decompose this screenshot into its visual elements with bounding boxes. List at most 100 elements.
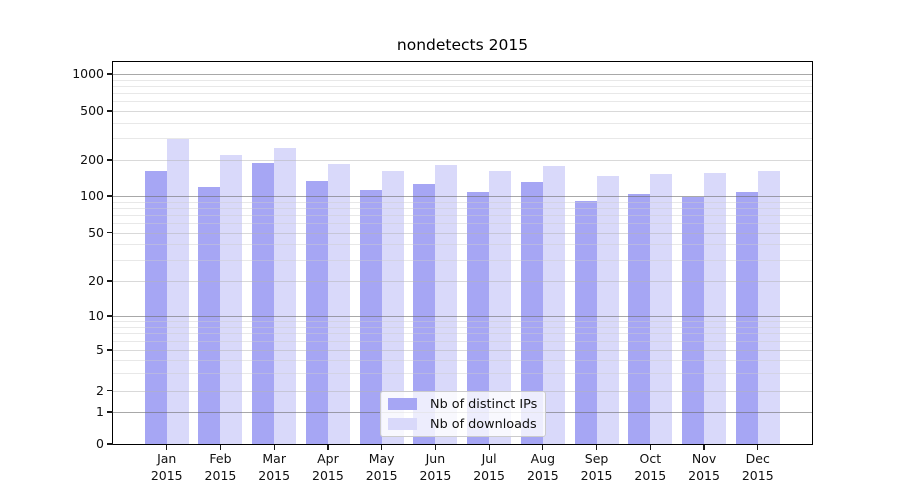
- x-tick-mark-jan: [166, 445, 168, 451]
- chart-title: nondetects 2015: [396, 36, 529, 54]
- y-tick-mark-2: [106, 389, 113, 392]
- gridline-6: [113, 341, 812, 343]
- gridline-90: [113, 201, 812, 203]
- bar-downloads-oct: [650, 174, 673, 444]
- x-tick-label-mar: Mar 2015: [258, 451, 291, 483]
- y-tick-label-500: 500: [80, 103, 104, 118]
- gridline-100: [113, 196, 812, 197]
- gridline-1000: [113, 74, 812, 75]
- bar-distinct-ips-mar: [252, 162, 275, 444]
- bar-distinct-ips-jan: [144, 171, 167, 444]
- y-tick-mark-5: [106, 349, 113, 351]
- x-tick-mark-jun: [434, 445, 436, 451]
- legend-item-downloads: Nb of downloads: [388, 417, 545, 432]
- y-tick-label-20: 20: [88, 273, 104, 288]
- bar-downloads-nov: [704, 173, 727, 444]
- gridline-4: [113, 359, 812, 361]
- bar-downloads-mar: [274, 147, 297, 444]
- y-tick-label-50: 50: [88, 224, 104, 240]
- x-tick-label-may: May 2015: [365, 451, 398, 483]
- x-tick-label-jul: Jul 2015: [473, 451, 506, 483]
- gridline-10: [113, 316, 812, 317]
- bar-distinct-ips-dec: [735, 192, 758, 444]
- y-tick-label-1: 1: [96, 404, 104, 419]
- legend-label-downloads: Nb of downloads: [430, 416, 537, 432]
- bar-downloads-dec: [757, 171, 780, 444]
- gridline-900: [113, 79, 812, 81]
- bar-distinct-ips-feb: [198, 186, 221, 444]
- bar-distinct-ips-aug: [520, 182, 543, 444]
- x-tick-mark-dec: [757, 445, 759, 451]
- y-tick-label-10: 10: [88, 308, 104, 323]
- bar-distinct-ips-sep: [574, 200, 597, 444]
- y-tick-mark-10: [106, 315, 113, 317]
- y-tick-mark-0: [106, 443, 113, 445]
- legend-item-distinct-ips: Nb of distinct IPs: [388, 397, 545, 412]
- bar-distinct-ips-jun: [413, 184, 436, 444]
- bar-distinct-ips-nov: [682, 197, 705, 444]
- legend-swatch-distinct-ips: [388, 398, 417, 410]
- gridline-20: [113, 281, 812, 282]
- gridline-7: [113, 333, 812, 335]
- x-tick-label-sep: Sep 2015: [580, 451, 613, 483]
- gridline-30: [113, 259, 812, 261]
- gridline-70: [113, 214, 812, 216]
- y-tick-mark-100: [106, 195, 113, 197]
- x-tick-label-feb: Feb 2015: [204, 451, 237, 483]
- y-tick-label-2: 2: [96, 382, 104, 398]
- bar-distinct-ips-jul: [467, 192, 490, 444]
- x-tick-mark-mar: [273, 445, 275, 451]
- x-tick-mark-sep: [595, 445, 598, 451]
- x-tick-mark-feb: [219, 445, 222, 451]
- bar-distinct-ips-apr: [305, 180, 328, 444]
- bar-downloads-aug: [542, 165, 565, 444]
- legend-label-distinct-ips: Nb of distinct IPs: [430, 396, 538, 412]
- y-tick-label-100: 100: [80, 188, 104, 203]
- y-tick-label-5: 5: [96, 342, 104, 357]
- gridline-400: [113, 122, 812, 124]
- y-tick-label-1000: 1000: [72, 66, 104, 81]
- x-tick-label-apr: Apr 2015: [312, 451, 344, 483]
- legend: Nb of distinct IPs Nb of downloads: [380, 391, 546, 437]
- x-tick-mark-nov: [703, 445, 705, 451]
- y-tick-mark-50: [106, 231, 113, 234]
- x-tick-mark-apr: [327, 445, 329, 451]
- y-tick-mark-1000: [106, 73, 113, 75]
- bar-downloads-jan: [166, 139, 189, 444]
- x-tick-mark-aug: [542, 445, 544, 451]
- y-tick-mark-500: [106, 110, 113, 112]
- bar-downloads-feb: [220, 154, 243, 444]
- gridline-600: [113, 101, 812, 103]
- x-tick-mark-jul: [488, 445, 490, 451]
- gridline-60: [113, 222, 812, 224]
- gridline-8: [113, 326, 812, 328]
- bar-downloads-may: [381, 171, 404, 444]
- x-tick-label-dec: Dec 2015: [741, 451, 774, 483]
- gridline-5: [113, 350, 812, 351]
- gridline-500: [113, 111, 812, 112]
- bar-downloads-jun: [435, 164, 458, 444]
- x-tick-label-oct: Oct 2015: [634, 451, 667, 483]
- bar-distinct-ips-oct: [628, 194, 651, 444]
- y-tick-mark-20: [106, 280, 113, 282]
- gridline-50: [113, 232, 812, 234]
- bar-downloads-apr: [327, 163, 350, 444]
- gridline-80: [113, 207, 812, 209]
- gridline-700: [113, 93, 812, 95]
- x-tick-mark-oct: [649, 445, 651, 451]
- plot-area: [113, 62, 812, 444]
- gridline-200: [113, 160, 812, 161]
- gridline-9: [113, 321, 812, 323]
- y-tick-mark-200: [106, 159, 113, 161]
- y-tick-label-0: 0: [96, 436, 104, 451]
- x-tick-mark-may: [381, 445, 383, 451]
- x-tick-label-nov: Nov 2015: [688, 451, 720, 483]
- bar-downloads-jul: [489, 170, 512, 444]
- bar-downloads-sep: [596, 175, 619, 444]
- gridline-800: [113, 85, 812, 87]
- y-tick-label-200: 200: [80, 152, 104, 167]
- x-tick-label-jun: Jun 2015: [419, 451, 452, 483]
- y-tick-mark-1: [106, 411, 113, 413]
- gridline-300: [113, 138, 812, 140]
